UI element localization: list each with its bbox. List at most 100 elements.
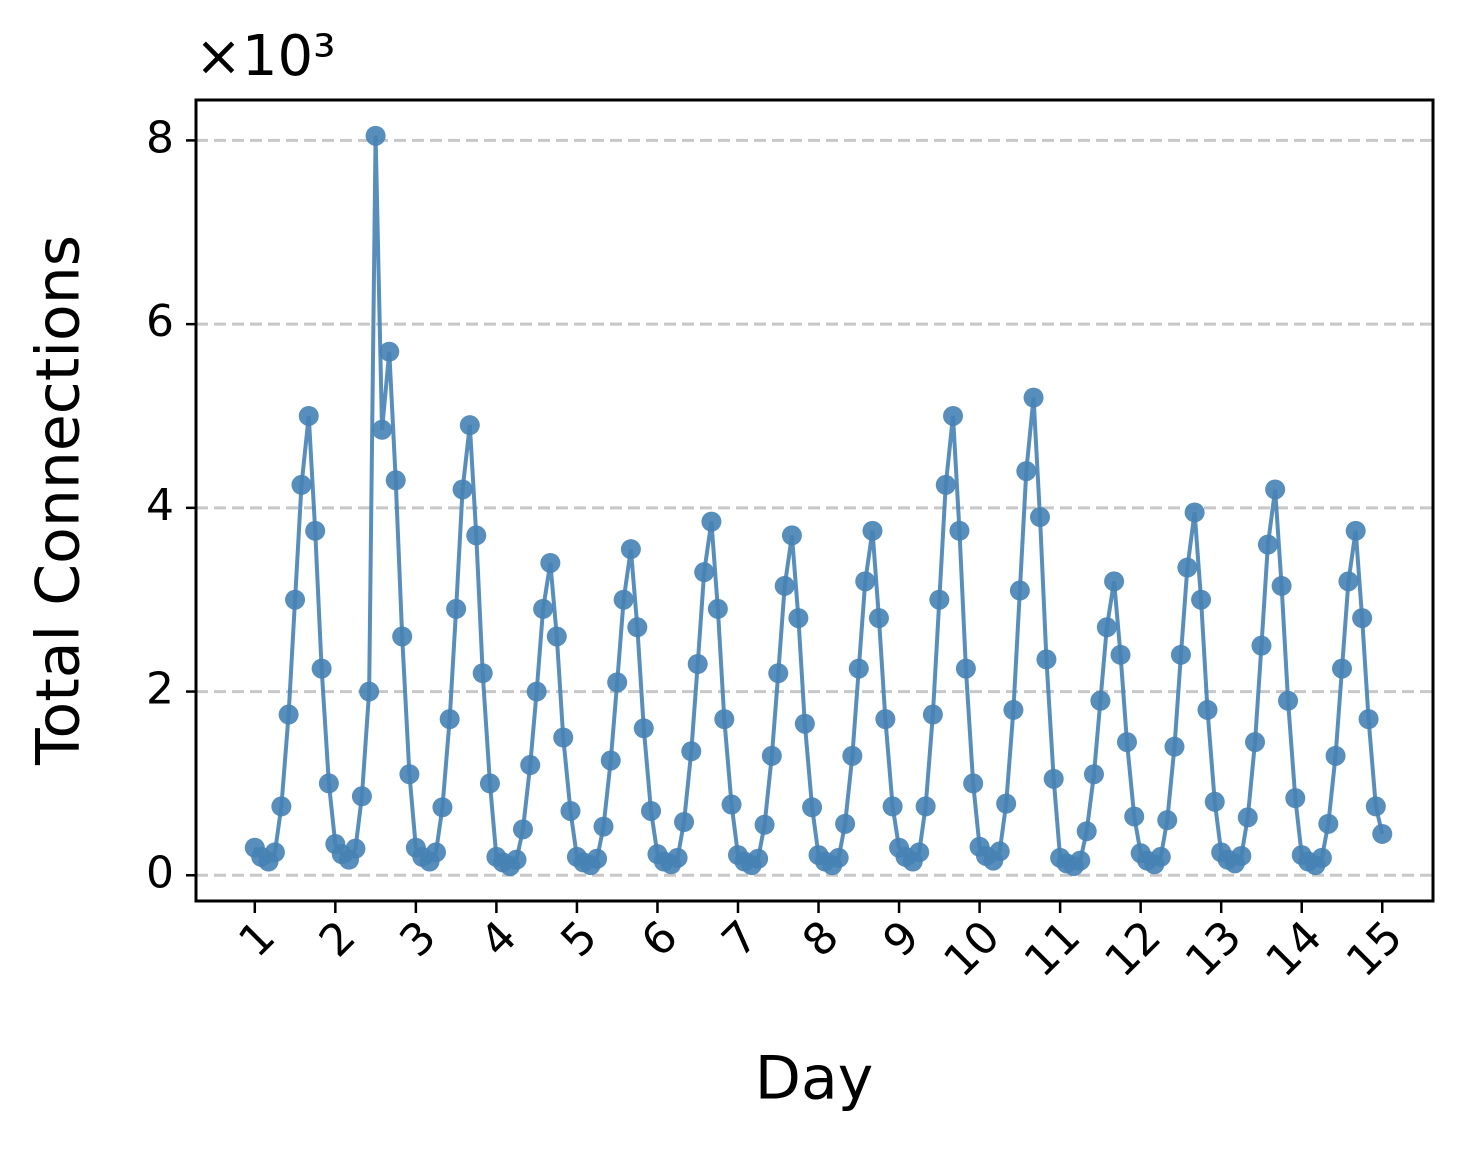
data-point	[627, 617, 648, 638]
data-point	[607, 672, 628, 693]
data-point	[781, 525, 802, 546]
data-point	[929, 589, 950, 610]
x-tick-label: 6	[632, 911, 688, 967]
data-point	[425, 842, 446, 863]
data-point	[1245, 732, 1266, 753]
data-point	[452, 479, 473, 500]
data-point	[842, 745, 863, 766]
data-point	[271, 796, 292, 817]
data-point	[922, 704, 943, 725]
data-point	[1036, 649, 1057, 670]
data-point	[687, 654, 708, 675]
data-point	[674, 812, 695, 833]
data-point	[359, 681, 380, 702]
x-tick-label: 9	[873, 911, 929, 967]
data-point	[882, 796, 903, 817]
y-tick-label: 8	[146, 112, 174, 163]
data-point	[633, 718, 654, 739]
data-point	[707, 598, 728, 619]
data-point	[546, 626, 567, 647]
data-point	[264, 842, 285, 863]
data-point	[794, 713, 815, 734]
data-point	[714, 709, 735, 730]
data-point	[1177, 557, 1198, 578]
data-point	[285, 589, 306, 610]
data-point	[855, 571, 876, 592]
data-point	[701, 511, 722, 532]
data-point	[1104, 571, 1125, 592]
data-point	[439, 709, 460, 730]
data-point	[613, 589, 634, 610]
x-tick-label: 3	[390, 911, 446, 967]
data-point	[1023, 387, 1044, 408]
data-point	[754, 814, 775, 835]
data-point	[345, 838, 366, 859]
data-point	[399, 764, 420, 785]
data-point	[681, 741, 702, 762]
x-tick-label: 11	[1015, 911, 1091, 987]
data-point	[748, 848, 769, 869]
data-point	[802, 797, 823, 818]
data-point	[1271, 575, 1292, 596]
data-point	[365, 125, 386, 146]
data-point	[1191, 589, 1212, 610]
data-point	[1372, 823, 1393, 844]
data-point	[835, 813, 856, 834]
data-point	[1076, 821, 1097, 842]
x-tick-label: 5	[551, 911, 607, 967]
data-point	[1150, 846, 1171, 867]
data-point	[1029, 507, 1050, 528]
x-tick-label: 2	[310, 911, 366, 967]
data-point	[1331, 658, 1352, 679]
data-point	[1096, 617, 1117, 638]
data-point	[1204, 791, 1225, 812]
data-point	[472, 663, 493, 684]
data-point	[667, 847, 688, 868]
x-tick-label: 4	[471, 911, 527, 967]
data-point	[1184, 502, 1205, 523]
data-point	[372, 419, 393, 440]
data-point	[935, 474, 956, 495]
x-tick-label: 15	[1337, 911, 1413, 987]
data-point	[828, 847, 849, 868]
data-point	[1257, 534, 1278, 555]
data-point	[553, 727, 574, 748]
data-point	[291, 474, 312, 495]
data-point	[768, 663, 789, 684]
data-point	[526, 681, 547, 702]
data-point	[1365, 796, 1386, 817]
data-point	[1197, 699, 1218, 720]
data-point	[641, 800, 662, 821]
data-point	[1110, 644, 1131, 665]
x-tick-label: 12	[1095, 911, 1171, 987]
data-point	[520, 755, 541, 776]
data-point	[587, 848, 608, 869]
data-point	[1016, 461, 1037, 482]
x-tick-label: 8	[793, 911, 849, 967]
x-tick-label: 1	[229, 911, 285, 967]
data-point	[721, 794, 742, 815]
data-point	[1265, 479, 1286, 500]
data-point	[694, 562, 715, 583]
data-point	[560, 800, 581, 821]
data-point	[989, 841, 1010, 862]
y-tick-label: 0	[146, 847, 174, 898]
data-point	[1352, 608, 1373, 629]
data-point	[1345, 520, 1366, 541]
data-point	[459, 415, 480, 436]
data-point	[949, 520, 970, 541]
data-point	[1043, 768, 1064, 789]
data-point	[1325, 745, 1346, 766]
data-point	[875, 709, 896, 730]
data-point	[278, 704, 299, 725]
data-point	[1318, 813, 1339, 834]
data-point	[311, 658, 332, 679]
data-point	[392, 626, 413, 647]
y-tick-label: 2	[146, 664, 174, 715]
data-line	[253, 135, 1385, 869]
data-point	[1231, 845, 1252, 866]
data-point	[909, 842, 930, 863]
y-offset-label: ×10³	[195, 24, 336, 89]
data-point	[1003, 699, 1024, 720]
